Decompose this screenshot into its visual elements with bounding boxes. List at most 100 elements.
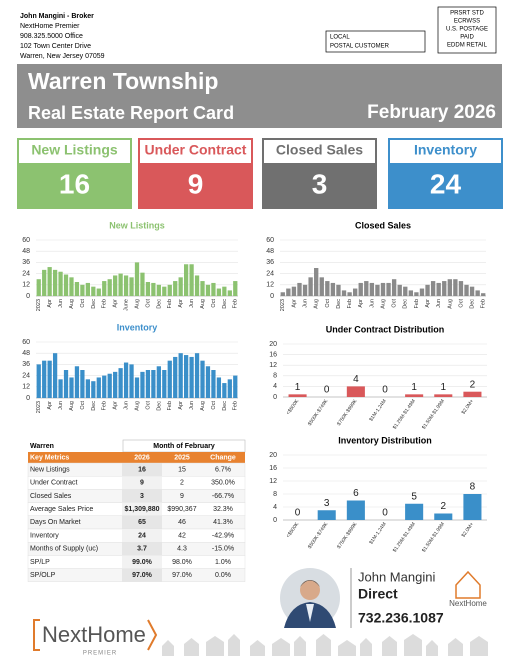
bar [69, 277, 74, 296]
bar [375, 284, 380, 296]
bar [184, 355, 189, 398]
data-label: 0 [382, 385, 388, 396]
x-tick-label: Feb [233, 401, 239, 410]
agent-name: John Mangini [358, 569, 435, 584]
y-tick-label: 48 [266, 248, 274, 255]
bar [178, 353, 183, 398]
banner-period: February 2026 [367, 102, 496, 123]
table-cell: 42 [178, 532, 186, 539]
bar [205, 366, 211, 398]
bar [200, 281, 205, 296]
logo-bracket [33, 619, 40, 651]
bar [419, 288, 425, 296]
y-tick-label: 12 [269, 478, 277, 485]
bar [107, 279, 112, 296]
house [338, 640, 356, 656]
bar [475, 290, 480, 296]
bar [58, 379, 63, 398]
agent-brand: NextHome [449, 599, 487, 608]
bar [194, 275, 200, 296]
bar [369, 282, 375, 296]
y-tick-label: 16 [269, 465, 277, 472]
table-cell: Closed Sales [30, 493, 72, 500]
bar [380, 282, 386, 296]
table-cell: 98.0% [172, 559, 192, 566]
table-header-cell: Key Metrics [30, 454, 69, 461]
y-tick-label: 4 [273, 504, 277, 511]
x-tick-label: Dec [91, 401, 97, 411]
tile-fill [139, 163, 252, 208]
bar [69, 377, 74, 398]
data-label: 1 [411, 382, 417, 393]
x-tick-label: Dec [222, 299, 228, 309]
bar [107, 373, 112, 398]
bar [286, 288, 291, 296]
x-tick-label: Oct [80, 299, 86, 308]
data-label: 1 [295, 382, 301, 393]
bar [102, 375, 107, 398]
y-tick-label: 48 [22, 350, 30, 357]
table-cell: 16 [138, 466, 146, 473]
table-header-cell: 2026 [134, 454, 150, 461]
tile-value: 24 [430, 168, 462, 199]
x-tick-label: Apr [178, 401, 184, 410]
bar [123, 275, 129, 296]
table-cell: -15.0% [212, 546, 234, 553]
table-cell: 350.0% [211, 480, 235, 487]
agent-photo-face [300, 580, 320, 600]
bar [140, 272, 145, 296]
y-tick-label: 12 [22, 282, 30, 289]
x-tick-label: Feb [414, 299, 420, 308]
footer-sub: PREMIER [83, 651, 117, 657]
bar [222, 383, 227, 398]
y-tick-label: 60 [22, 237, 30, 244]
bar [317, 510, 336, 520]
y-tick-label: 0 [26, 293, 30, 300]
table-cell: 0.0% [215, 572, 231, 579]
x-tick-label: 2023 [36, 299, 42, 311]
y-tick-label: 0 [270, 293, 274, 300]
x-tick-label: June [124, 299, 130, 311]
data-label: 2 [470, 379, 476, 390]
x-tick-label: Aug [200, 401, 206, 411]
chart-title: Inventory Distribution [338, 435, 432, 445]
x-tick-label: Aug [69, 299, 75, 309]
bar [42, 269, 47, 296]
bar [167, 360, 172, 398]
bar [151, 282, 156, 296]
table-highlight-cell [122, 463, 162, 477]
bar [156, 284, 161, 296]
y-tick-label: 60 [266, 237, 274, 244]
table-cell: 65 [138, 519, 146, 526]
bar [173, 281, 178, 296]
table-header-cell: Change [210, 454, 236, 461]
table-cell: 99.0% [132, 559, 153, 566]
postal-line: LOCAL [330, 35, 350, 41]
bar [430, 281, 436, 296]
bar [211, 370, 216, 398]
bar [91, 381, 96, 398]
bar [233, 375, 238, 398]
bar [151, 370, 156, 398]
agent-photo-shirt [306, 604, 314, 622]
x-tick-label: Apr [425, 299, 431, 308]
table-cell: 24 [138, 532, 146, 539]
bar [405, 394, 424, 397]
table-cell: 9 [140, 480, 144, 487]
bar [325, 281, 330, 296]
bar [47, 267, 52, 296]
table-cell: 2 [180, 480, 184, 487]
x-tick-label: Dec [336, 299, 342, 309]
bar [194, 353, 200, 398]
bar [397, 284, 402, 296]
bar [205, 284, 211, 296]
y-tick-label: 8 [273, 373, 277, 380]
y-tick-label: 24 [266, 270, 274, 277]
x-tick-label: Jun [124, 401, 130, 410]
mailer-company: NextHome Premier [20, 23, 80, 30]
bar [189, 356, 194, 398]
bar [52, 269, 58, 296]
table-cell: 41.3% [213, 519, 233, 526]
bar [173, 356, 178, 398]
